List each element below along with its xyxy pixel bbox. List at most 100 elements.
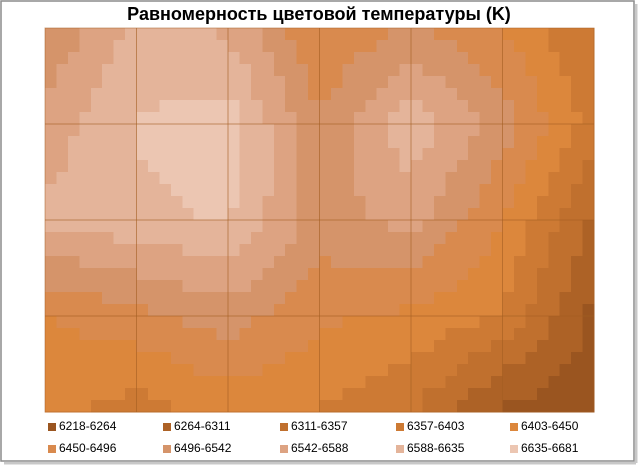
contour-cell <box>433 316 446 329</box>
contour-cell <box>90 148 103 161</box>
contour-cell <box>193 220 206 233</box>
contour-cell <box>559 340 572 353</box>
contour-cell <box>342 28 355 41</box>
contour-cell <box>102 184 115 197</box>
contour-cell <box>308 208 321 221</box>
contour-cell <box>422 40 435 53</box>
contour-cell <box>273 256 286 269</box>
contour-cell <box>250 316 263 329</box>
contour-cell <box>216 196 229 209</box>
contour-cell <box>193 316 206 329</box>
contour-cell <box>319 244 332 257</box>
contour-cell <box>147 196 160 209</box>
contour-cell <box>296 76 309 89</box>
contour-cell <box>205 76 218 89</box>
contour-cell <box>308 184 321 197</box>
contour-cell <box>491 304 504 317</box>
contour-cell <box>319 220 332 233</box>
contour-cell <box>228 40 241 53</box>
contour-cell <box>330 220 343 233</box>
contour-cell <box>216 100 229 113</box>
contour-cell <box>205 64 218 77</box>
contour-cell <box>582 124 595 137</box>
contour-cell <box>56 376 69 389</box>
contour-cell <box>330 376 343 389</box>
contour-cell <box>250 364 263 377</box>
contour-cell <box>319 328 332 341</box>
contour-cell <box>228 172 241 185</box>
contour-cell <box>468 292 481 305</box>
contour-cell <box>319 304 332 317</box>
contour-cell <box>468 376 481 389</box>
contour-cell <box>228 316 241 329</box>
contour-cell <box>90 76 103 89</box>
contour-cell <box>388 280 401 293</box>
contour-cell <box>102 172 115 185</box>
contour-cell <box>250 124 263 137</box>
contour-cell <box>102 52 115 65</box>
contour-cell <box>433 400 446 413</box>
contour-cell <box>239 88 252 101</box>
contour-cell <box>45 208 58 221</box>
contour-cell <box>102 256 115 269</box>
contour-cell <box>502 136 515 149</box>
contour-cell <box>296 376 309 389</box>
contour-cell <box>513 28 526 41</box>
contour-cell <box>525 196 538 209</box>
contour-cell <box>376 244 389 257</box>
contour-cell <box>113 124 126 137</box>
contour-cell <box>273 100 286 113</box>
contour-cell <box>571 388 584 401</box>
contour-cell <box>330 388 343 401</box>
contour-cell <box>79 208 92 221</box>
contour-cell <box>262 364 275 377</box>
contour-cell <box>365 280 378 293</box>
contour-cell <box>205 364 218 377</box>
contour-cell <box>170 388 183 401</box>
contour-cell <box>536 40 549 53</box>
contour-cell <box>262 232 275 245</box>
contour-cell <box>445 184 458 197</box>
contour-cell <box>422 280 435 293</box>
contour-cell <box>330 256 343 269</box>
contour-cell <box>536 364 549 377</box>
contour-cell <box>582 112 595 125</box>
contour-cell <box>411 256 424 269</box>
contour-cell <box>399 148 412 161</box>
contour-cell <box>273 328 286 341</box>
contour-cell <box>342 184 355 197</box>
contour-cell <box>228 148 241 161</box>
contour-cell <box>468 232 481 245</box>
contour-cell <box>330 196 343 209</box>
contour-cell <box>56 220 69 233</box>
contour-cell <box>388 316 401 329</box>
contour-cell <box>56 280 69 293</box>
contour-cell <box>365 28 378 41</box>
contour-cell <box>353 40 366 53</box>
contour-cell <box>125 172 138 185</box>
contour-cell <box>273 304 286 317</box>
contour-cell <box>422 64 435 77</box>
contour-cell <box>136 220 149 233</box>
contour-cell <box>376 40 389 53</box>
contour-cell <box>285 64 298 77</box>
contour-cell <box>319 352 332 365</box>
contour-cell <box>502 52 515 65</box>
contour-cell <box>388 148 401 161</box>
contour-cell <box>250 232 263 245</box>
contour-cell <box>228 160 241 173</box>
contour-cell <box>296 364 309 377</box>
contour-cell <box>571 196 584 209</box>
contour-cell <box>330 352 343 365</box>
contour-cell <box>513 328 526 341</box>
contour-cell <box>285 172 298 185</box>
contour-cell <box>422 352 435 365</box>
contour-cell <box>45 376 58 389</box>
contour-cell <box>147 364 160 377</box>
contour-cell <box>468 40 481 53</box>
contour-cell <box>79 64 92 77</box>
contour-cell <box>468 256 481 269</box>
contour-cell <box>125 400 138 413</box>
contour-cell <box>411 316 424 329</box>
contour-cell <box>536 220 549 233</box>
